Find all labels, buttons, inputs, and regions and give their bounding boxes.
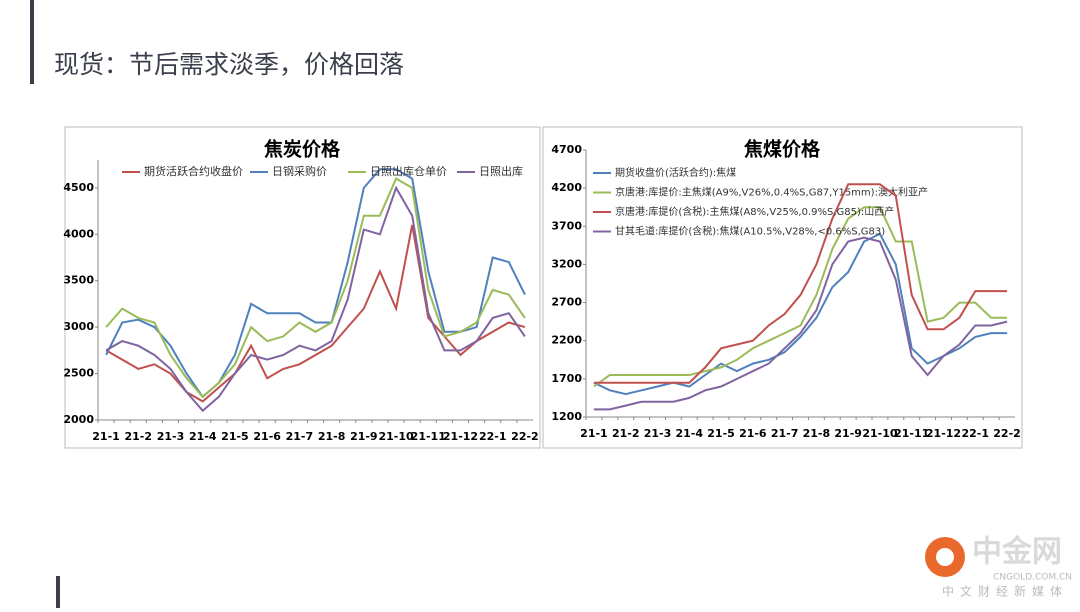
legend-label: 日钢采购价 [272, 164, 327, 178]
x-tick-label: 21-10 [862, 427, 898, 440]
logo-name: 中金网 [972, 535, 1062, 570]
chart-title: 焦煤价格 [743, 138, 821, 161]
accent-bar [56, 576, 60, 608]
y-tick-label: 4200 [551, 181, 582, 194]
x-tick-label: 21-2 [125, 430, 153, 443]
y-tick-label: 1200 [551, 410, 582, 423]
chart-frame [64, 126, 541, 449]
accent-bar [30, 0, 34, 84]
series-line [593, 183, 1008, 384]
legend-label: 京唐港:库提价:主焦煤(A9%,V26%,0.4%S,G87,Y15mm):澳大… [615, 186, 928, 199]
x-tick-label: 21-7 [771, 427, 799, 440]
x-tick-label: 21-1 [580, 427, 608, 440]
y-tick-label: 2700 [551, 296, 582, 309]
series-line [593, 236, 1008, 411]
x-tick-label: 21-5 [221, 430, 249, 443]
x-tick-label: 21-9 [834, 427, 862, 440]
x-tick-label: 21-12 [926, 427, 961, 440]
x-tick-label: 21-10 [378, 430, 414, 443]
legend-label: 日照出库仓单价 [370, 164, 447, 178]
x-tick-label: 21-4 [189, 430, 217, 443]
y-tick-label: 3500 [63, 274, 94, 287]
series-line [593, 232, 1008, 396]
x-tick-label: 22-2 [511, 430, 539, 443]
x-tick-label: 21-2 [612, 427, 640, 440]
chart-title: 焦炭价格 [263, 138, 341, 161]
x-tick-label: 21-5 [707, 427, 735, 440]
x-tick-label: 21-8 [803, 427, 831, 440]
y-tick-label: 4000 [63, 227, 94, 240]
x-tick-label: 21-11 [894, 427, 929, 440]
logo-icon [936, 548, 954, 566]
legend-label: 日照出库 [479, 164, 523, 178]
slide-title: 现货：节后需求淡季，价格回落 [54, 50, 404, 79]
x-tick-label: 21-1 [92, 430, 120, 443]
x-tick-label: 21-6 [253, 430, 281, 443]
x-tick-label: 21-3 [644, 427, 672, 440]
x-tick-label: 21-9 [350, 430, 378, 443]
series-line [105, 168, 526, 399]
x-tick-label: 21-12 [443, 430, 478, 443]
x-tick-label: 21-3 [157, 430, 185, 443]
y-tick-label: 2000 [63, 413, 94, 426]
series-line [105, 185, 526, 413]
y-tick-label: 3000 [63, 320, 94, 333]
x-tick-label: 21-8 [318, 430, 346, 443]
x-tick-label: 22-2 [993, 427, 1021, 440]
x-tick-label: 21-11 [411, 430, 446, 443]
y-tick-label: 3200 [551, 257, 582, 270]
logo-domain: CNGOLD.COM.CN [993, 573, 1072, 583]
y-tick-label: 4700 [551, 143, 582, 156]
legend-label: 期货收盘价(活跃合约):焦煤 [615, 166, 736, 179]
x-tick-label: 22-1 [962, 427, 990, 440]
legend-label: 甘其毛道:库提价(含税):焦煤(A10.5%,V28%,<0.6%S,G83) [615, 225, 885, 238]
x-tick-label: 22-1 [479, 430, 507, 443]
y-tick-label: 2500 [63, 367, 94, 380]
series-line [593, 206, 1008, 388]
x-tick-label: 21-7 [286, 430, 314, 443]
y-tick-label: 2200 [551, 334, 582, 347]
legend-label: 期货活跃合约收盘价 [144, 164, 243, 178]
y-tick-label: 4500 [63, 181, 94, 194]
x-tick-label: 21-4 [676, 427, 704, 440]
logo-slogan: 中文财经新媒体 [942, 584, 1068, 599]
y-tick-label: 3700 [551, 219, 582, 232]
x-tick-label: 21-6 [739, 427, 767, 440]
chart-frame [542, 126, 1023, 449]
series-line [105, 224, 526, 403]
legend-label: 京唐港:库提价(含税):主焦煤(A8%,V25%,0.9%S,G85):山西产 [615, 205, 894, 218]
y-tick-label: 1700 [551, 372, 582, 385]
series-line [105, 177, 526, 399]
